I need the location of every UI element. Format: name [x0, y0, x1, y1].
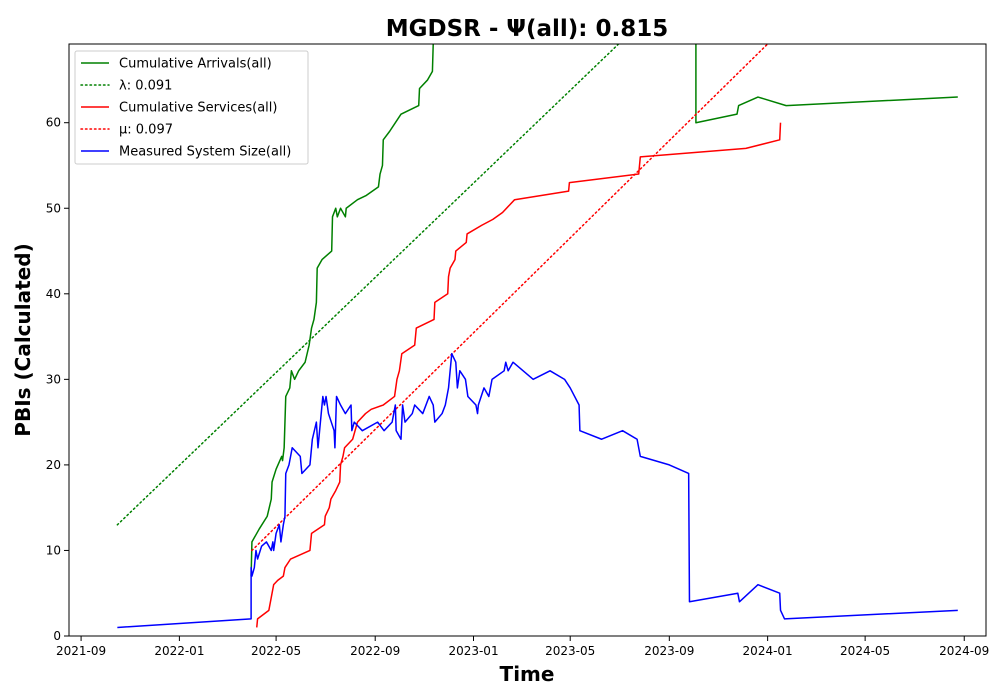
- series-line-0: [250, 44, 434, 577]
- chart-title: MGDSR - Ψ(all): 0.815: [386, 16, 669, 42]
- legend-label: Measured System Size(all): [119, 145, 291, 160]
- x-tick-label: 2022-05: [251, 644, 301, 658]
- series-line-2: [256, 122, 782, 628]
- x-axis-title: Time: [500, 662, 555, 686]
- x-tick-label: 2023-05: [545, 644, 595, 658]
- y-tick-label: 30: [46, 372, 61, 386]
- x-tick-label: 2023-09: [644, 644, 694, 658]
- legend-box: [74, 50, 309, 165]
- series-line-1: [116, 44, 620, 526]
- y-tick-label: 0: [53, 629, 61, 643]
- series-line-4: [117, 352, 958, 629]
- series-line-3: [251, 44, 769, 552]
- legend-label: μ: 0.097: [119, 123, 173, 138]
- legend-label: Cumulative Arrivals(all): [119, 57, 272, 72]
- x-tick-label: 2024-05: [840, 644, 890, 658]
- legend-label: Cumulative Services(all): [119, 101, 277, 116]
- plot-frame: [68, 43, 987, 637]
- y-tick-label: 10: [46, 543, 61, 557]
- x-axis: 2021-09 2022-01 2022-05 2022-09 2023-01 2023-…: [56, 636, 989, 658]
- x-tick-label: 2024-01: [743, 644, 793, 658]
- x-tick-label: 2022-09: [350, 644, 400, 658]
- y-tick-label: 50: [46, 201, 61, 215]
- legend-label: λ: 0.091: [119, 79, 172, 94]
- x-tick-label: 2022-01: [154, 644, 204, 658]
- y-tick-label: 60: [46, 116, 61, 130]
- x-tick-label: 2021-09: [56, 644, 106, 658]
- x-tick-label: 2023-01: [448, 644, 498, 658]
- legend: Cumulative Arrivals(all) λ: 0.091 Cumulati…: [74, 50, 309, 165]
- y-axis: 0 10 20 30 40 50 60: [46, 116, 69, 643]
- y-tick-label: 40: [46, 287, 61, 301]
- y-tick-label: 20: [46, 458, 61, 472]
- series-layer: [116, 44, 958, 629]
- y-axis-title: PBIs (Calculated): [11, 243, 35, 436]
- series-line-0-part-1: [695, 44, 958, 124]
- x-tick-label: 2024-09: [939, 644, 989, 658]
